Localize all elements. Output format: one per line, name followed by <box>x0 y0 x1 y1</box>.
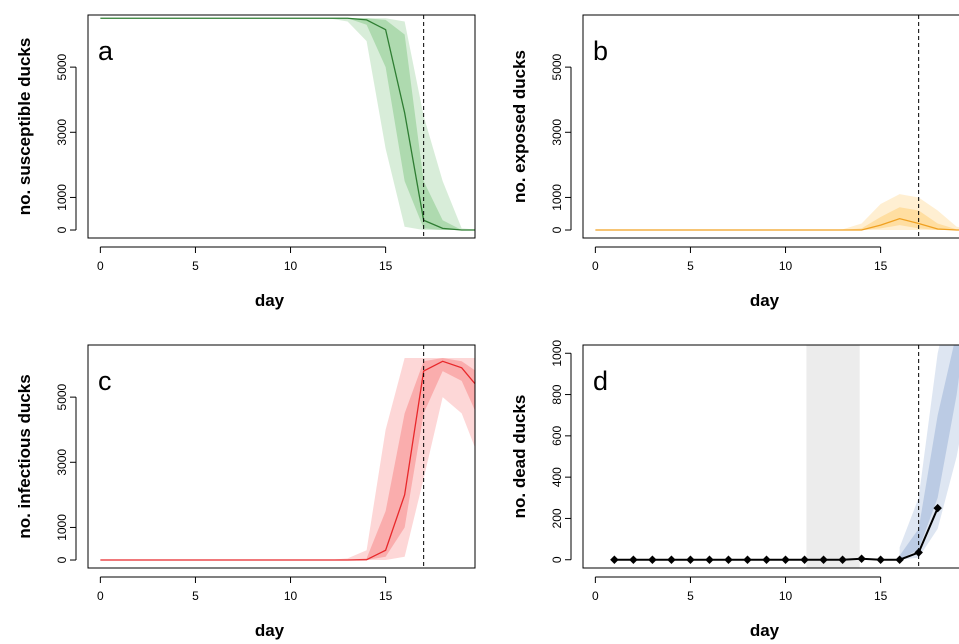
observed-point <box>648 555 657 564</box>
observed-point <box>819 555 828 564</box>
median-line <box>595 217 959 231</box>
observed-point <box>762 555 771 564</box>
inner-band <box>100 18 475 231</box>
x-tick-label: 5 <box>687 259 694 273</box>
y-tick-label: 3000 <box>55 449 69 476</box>
x-tick-label: 15 <box>874 589 888 603</box>
y-tick-label: 400 <box>550 467 564 487</box>
observed-point <box>914 548 923 557</box>
y-tick-label: 1000 <box>550 184 564 211</box>
y-tick-label: 0 <box>550 556 564 563</box>
x-axis-label: day <box>255 621 285 640</box>
observed-point <box>876 555 885 564</box>
x-axis-label: day <box>255 291 285 310</box>
plot-area <box>595 194 959 231</box>
observed-point <box>800 555 809 564</box>
y-tick-label: 800 <box>550 384 564 404</box>
observed-point <box>705 555 714 564</box>
observed-point <box>933 503 942 513</box>
plot-area <box>100 17 475 231</box>
observed-point <box>610 555 619 564</box>
y-axis-label: no. dead ducks <box>510 395 529 519</box>
shaded-region <box>806 345 860 568</box>
x-tick-label: 10 <box>284 259 298 273</box>
plot-frame <box>87 14 476 239</box>
plot-area <box>100 358 475 561</box>
y-axis-label: no. susceptible ducks <box>15 38 34 216</box>
observed-point <box>629 555 638 564</box>
y-tick-label: 1000 <box>550 340 564 367</box>
observed-point <box>895 555 904 564</box>
x-axis-label: day <box>750 291 780 310</box>
inner-band <box>595 207 959 231</box>
y-tick-label: 5000 <box>55 383 69 410</box>
plot-area <box>610 345 959 568</box>
x-tick-label: 0 <box>592 259 599 273</box>
observed-point <box>781 555 790 564</box>
observed-point <box>667 555 676 564</box>
y-tick-label: 0 <box>55 226 69 233</box>
y-tick-label: 200 <box>550 508 564 528</box>
x-axis-label: day <box>750 621 780 640</box>
x-tick-label: 15 <box>379 259 393 273</box>
y-axis-label: no. exposed ducks <box>510 50 529 203</box>
median-line <box>100 360 475 561</box>
x-tick-label: 0 <box>97 589 104 603</box>
x-tick-label: 5 <box>192 259 199 273</box>
plot-frame <box>582 344 959 569</box>
y-tick-label: 0 <box>55 556 69 563</box>
x-tick-label: 15 <box>874 259 888 273</box>
x-tick-label: 0 <box>97 259 104 273</box>
panel-label: d <box>593 366 608 396</box>
outer-band <box>595 194 959 231</box>
y-tick-label: 0 <box>550 226 564 233</box>
x-tick-label: 5 <box>192 589 199 603</box>
x-tick-label: 10 <box>779 259 793 273</box>
y-tick-label: 600 <box>550 426 564 446</box>
outer-band <box>100 18 475 231</box>
y-tick-label: 1000 <box>55 514 69 541</box>
observed-point <box>857 554 866 563</box>
x-tick-label: 5 <box>687 589 694 603</box>
x-tick-label: 10 <box>284 589 298 603</box>
observed-line <box>614 507 939 561</box>
y-axis-label: no. infectious ducks <box>15 374 34 538</box>
median-line <box>100 17 475 231</box>
panel-label: c <box>98 366 112 396</box>
inner-band <box>899 345 959 560</box>
observed-point <box>724 555 733 564</box>
x-tick-label: 0 <box>592 589 599 603</box>
y-tick-label: 3000 <box>55 119 69 146</box>
outer-band <box>100 358 475 561</box>
inner-band <box>100 358 475 561</box>
plot-frame <box>582 14 959 239</box>
observed-point <box>686 555 695 564</box>
observed-point <box>743 555 752 564</box>
outer-band <box>899 345 959 560</box>
y-tick-label: 5000 <box>550 53 564 80</box>
y-tick-label: 5000 <box>55 53 69 80</box>
y-tick-label: 3000 <box>550 119 564 146</box>
plot-frame <box>87 344 476 569</box>
observed-point <box>838 555 847 564</box>
panel-label: b <box>593 36 608 66</box>
y-tick-label: 1000 <box>55 184 69 211</box>
x-tick-label: 10 <box>779 589 793 603</box>
panel-label: a <box>98 36 114 66</box>
x-tick-label: 15 <box>379 589 393 603</box>
